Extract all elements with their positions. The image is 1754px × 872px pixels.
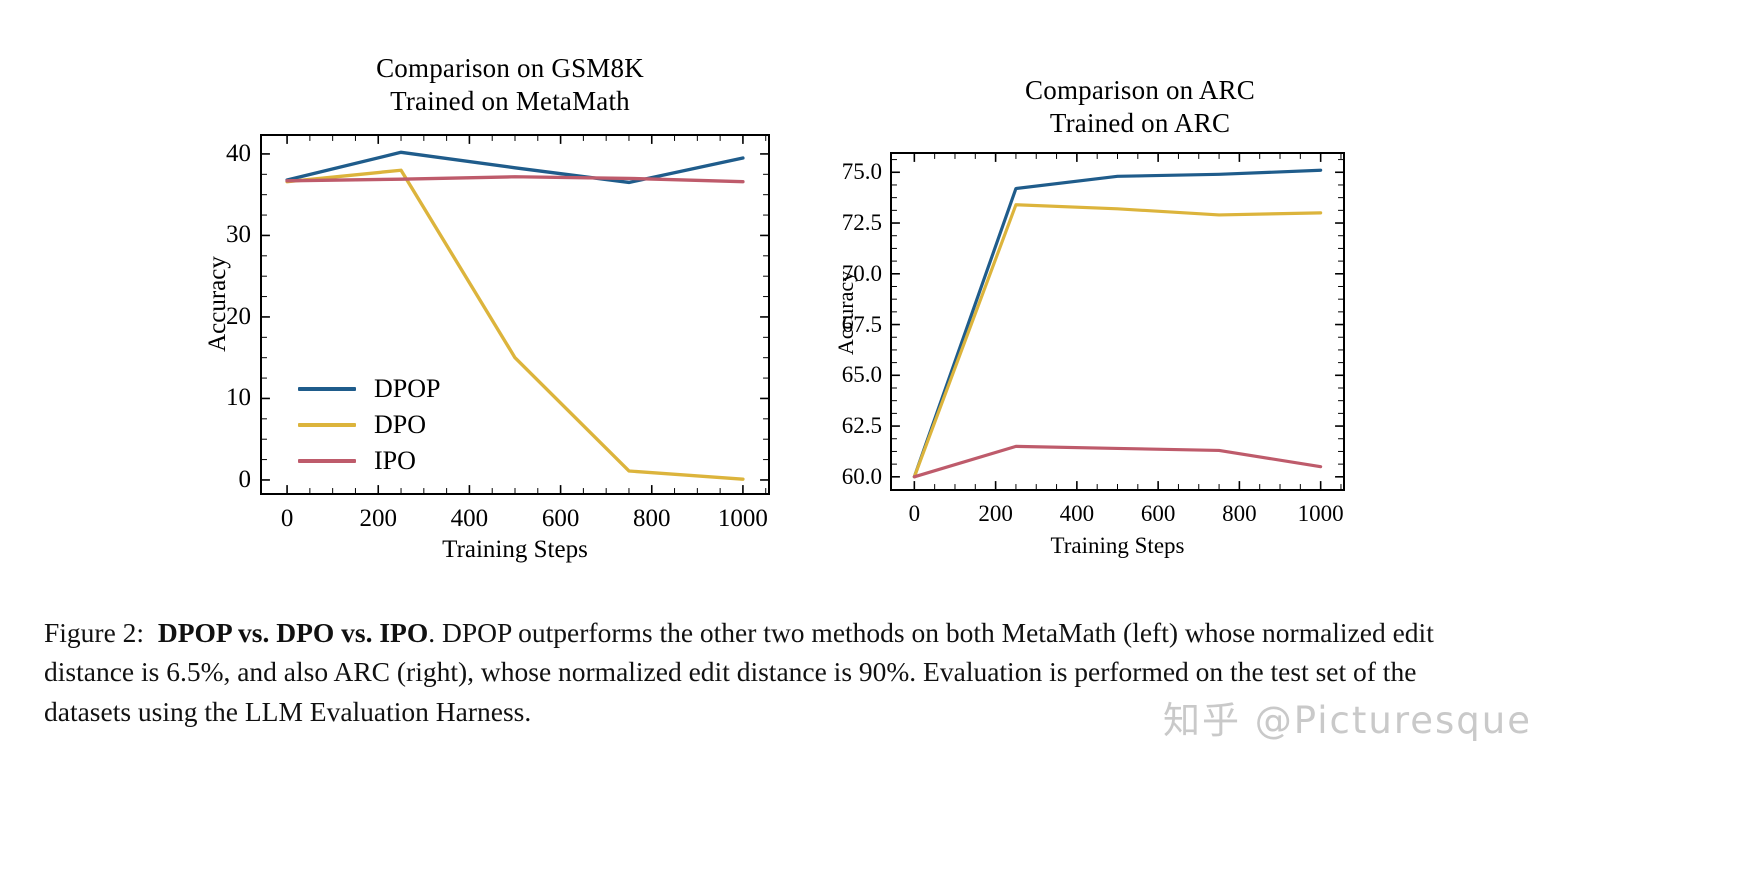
watermark-text: 知乎 @Picturesque xyxy=(1163,699,1532,742)
x-axis-label-arc: Training Steps xyxy=(1050,533,1185,558)
x-tick-label: 600 xyxy=(1140,501,1176,526)
legend-label-dpo: DPO xyxy=(374,410,427,439)
y-tick-label: 70.0 xyxy=(841,260,882,286)
y-axis-label-gsm8k: Accuracy xyxy=(204,256,231,352)
legend-swatch-dpop xyxy=(298,387,356,391)
caption-prefix: Figure 2: xyxy=(44,617,145,648)
y-tick-label: 30 xyxy=(226,221,251,249)
legend-item-dpop: DPOP xyxy=(298,371,440,407)
chart-panel-arc: Comparison on ARC Trained on ARC 0 200 400… xyxy=(830,0,1450,620)
x-tick-label: 1000 xyxy=(717,505,768,532)
y-tick-label: 62.5 xyxy=(841,413,882,439)
chart-title-gsm8k: Comparison on GSM8K Trained on MetaMath xyxy=(376,53,644,116)
x-tick-label: 200 xyxy=(359,505,397,532)
y-tick-label: 60.0 xyxy=(841,463,882,489)
y-tick-label: 65.0 xyxy=(841,362,882,388)
series-line-dpo xyxy=(285,168,745,481)
legend-swatch-dpo xyxy=(298,423,356,427)
y-axis-label-arc: Accuracy xyxy=(833,270,858,356)
figure-caption: Figure 2: DPOP vs. DPO vs. IPO. DPOP out… xyxy=(44,613,1509,731)
x-tick-label: 200 xyxy=(978,501,1013,526)
chart-panel-gsm8k: Comparison on GSM8K Trained on MetaMath … xyxy=(170,0,850,620)
x-tick-label: 800 xyxy=(633,505,671,532)
y-tick-label: 72.5 xyxy=(841,210,882,236)
x-tick-label: 800 xyxy=(1222,501,1257,526)
figure-area: Comparison on GSM8K Trained on MetaMath … xyxy=(170,0,1450,620)
series-line-dpo xyxy=(912,203,1323,479)
legend-item-ipo: IPO xyxy=(298,443,440,479)
caption-bold-title: DPOP vs. DPO vs. IPO xyxy=(157,617,429,648)
y-tick-label: 20 xyxy=(226,302,251,330)
series-line-ipo xyxy=(912,444,1323,479)
legend-label-dpop: DPOP xyxy=(374,374,441,403)
y-tick-label: 40 xyxy=(226,139,251,167)
y-tick-label: 0 xyxy=(238,465,252,493)
x-tick-label: 0 xyxy=(908,501,921,526)
x-tick-label: 1000 xyxy=(1297,501,1344,526)
series-line-dpop xyxy=(912,168,1323,479)
legend-gsm8k: DPOP DPO IPO xyxy=(298,371,440,479)
x-axis-label-gsm8k: Training Steps xyxy=(442,536,588,563)
y-tick-label: 67.5 xyxy=(841,311,882,337)
series-line-dpop xyxy=(285,150,745,185)
caption-body: . DPOP outperforms the other two methods… xyxy=(44,617,1434,727)
x-tick-label: 600 xyxy=(541,505,580,532)
plot-area-arc: 0 200 400 600 800 1000 60.0 62.5 65.0 67.5 70.0 72.… xyxy=(842,152,1345,526)
plot-canvas-arc xyxy=(892,154,1343,489)
x-tick-label: 400 xyxy=(450,505,489,532)
x-tick-label: 400 xyxy=(1059,501,1095,526)
plot-area-gsm8k: 0 200 400 600 800 1000 0 10 20 30 40 xyxy=(226,134,770,532)
y-tick-label: 10 xyxy=(226,384,251,412)
plot-canvas-gsm8k xyxy=(262,136,768,493)
chart-title-arc: Comparison on ARC Trained on ARC xyxy=(1025,75,1255,138)
legend-item-dpo: DPO xyxy=(298,407,440,443)
legend-label-ipo: IPO xyxy=(374,446,416,475)
y-tick-label: 75.0 xyxy=(841,159,882,185)
legend-swatch-ipo xyxy=(298,459,356,463)
x-tick-label: 0 xyxy=(280,505,294,532)
series-line-ipo xyxy=(285,175,745,184)
